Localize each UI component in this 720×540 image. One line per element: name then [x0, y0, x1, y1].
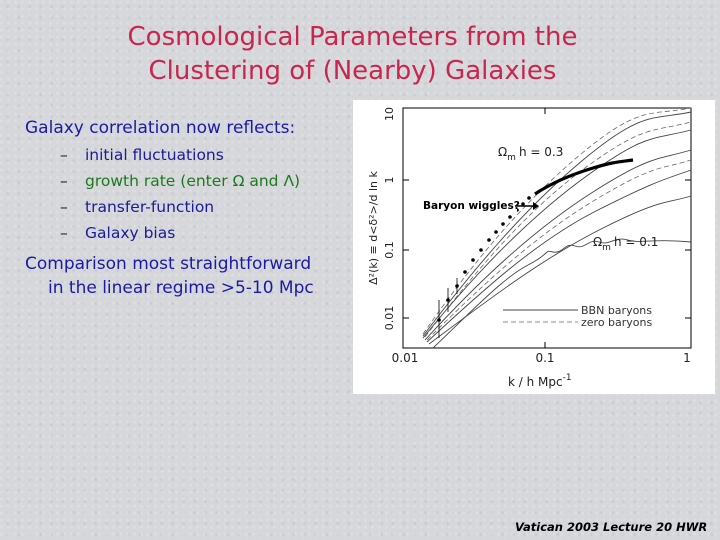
x-tick-labels: 0.01 0.1 1	[392, 351, 691, 365]
axis-ticks	[403, 108, 691, 348]
y-tick-label: 0.01	[383, 306, 396, 331]
y-tick-label: 0.1	[383, 241, 396, 259]
bullet-dash: –	[60, 172, 68, 190]
slide-title: Cosmological Parameters from the Cluster…	[0, 20, 705, 88]
curve	[424, 121, 692, 338]
bullet-list: – initial fluctuations – growth rate (ente…	[60, 146, 300, 250]
data-band	[534, 158, 634, 196]
baryon-wiggles-annotation: Baryon wiggles?	[423, 200, 520, 212]
label-omega-bottom: Ωm h = 0.1	[593, 235, 658, 253]
power-spectrum-figure: BBN baryons zero baryons Ωm h = 0.3 Ωm h =…	[353, 100, 715, 394]
bullet-text: transfer-function	[85, 198, 215, 216]
data-point	[494, 230, 498, 234]
bullet-item: – initial fluctuations	[60, 146, 300, 172]
y-tick-label: 1	[383, 177, 396, 184]
x-tick-label: 1	[683, 351, 691, 365]
y-axis-label: Δ²(k) ≡ d<δ²>/d ln k	[367, 171, 380, 285]
bullet-item: – Galaxy bias	[60, 224, 300, 250]
bullet-item: – transfer-function	[60, 198, 300, 224]
label-omega-top: Ωm h = 0.3	[498, 145, 563, 163]
legend-bbn: BBN baryons	[581, 304, 652, 317]
curve	[422, 111, 692, 337]
curve	[422, 107, 692, 335]
title-line-2: Clustering of (Nearby) Galaxies	[148, 56, 557, 86]
data-point	[527, 196, 531, 200]
curve	[422, 129, 692, 339]
bullet-item: – growth rate (enter Ω and Λ)	[60, 172, 300, 198]
bullet-text: growth rate (enter Ω and Λ)	[85, 172, 301, 190]
annotation-bg	[421, 196, 517, 213]
data-point	[521, 202, 525, 206]
data-point	[479, 248, 483, 252]
x-tick-label: 0.1	[535, 351, 554, 365]
arrow-icon	[515, 202, 539, 210]
data-point	[487, 238, 491, 242]
curve	[426, 159, 692, 341]
conclusion-line-1: Comparison most straightforward	[25, 254, 312, 274]
theory-curves	[422, 111, 692, 345]
plot-frame	[402, 107, 692, 349]
wiggle-curve	[432, 238, 692, 349]
bullet-text: initial fluctuations	[85, 146, 224, 164]
bullet-dash: –	[60, 146, 68, 164]
bullet-dash: –	[60, 224, 68, 242]
bullet-text: Galaxy bias	[85, 224, 176, 242]
curve	[424, 149, 692, 341]
data-points	[437, 196, 531, 322]
curve	[428, 195, 692, 345]
lead-text: Galaxy correlation now reflects:	[25, 118, 296, 138]
conclusion-line-2: in the linear regime >5-10 Mpc	[48, 278, 314, 298]
figure-svg: BBN baryons zero baryons Ωm h = 0.3 Ωm h =…	[367, 107, 692, 389]
data-point	[508, 215, 512, 219]
error-bars	[438, 278, 458, 338]
y-tick-labels: 10 1 0.1 0.01	[383, 107, 396, 330]
y-tick-label: 10	[383, 107, 396, 121]
curve	[426, 169, 692, 343]
title-line-1: Cosmological Parameters from the	[127, 22, 578, 52]
x-axis-label: k / h Mpc-1	[508, 373, 572, 389]
data-point	[471, 258, 475, 262]
data-point	[463, 270, 467, 274]
conclusion-text: Comparison most straightforward in the l…	[25, 252, 314, 300]
footer-credit: Vatican 2003 Lecture 20 HWR	[515, 520, 708, 534]
zero-baryon-curves	[422, 107, 692, 341]
legend-zero: zero baryons	[581, 316, 653, 329]
bullet-dash: –	[60, 198, 68, 216]
x-tick-label: 0.01	[392, 351, 419, 365]
data-point	[501, 222, 505, 226]
